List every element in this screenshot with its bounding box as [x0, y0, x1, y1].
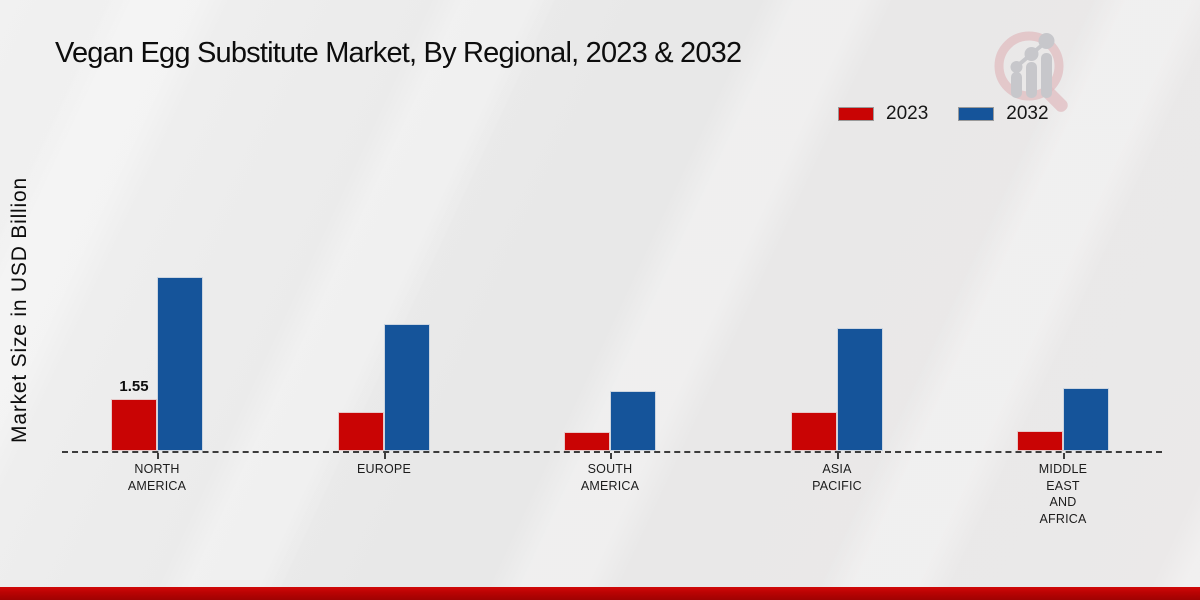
- bar-2023-south-america: [564, 432, 610, 451]
- bar-value-label: 1.55: [119, 378, 149, 395]
- category-label-europe: EUROPE: [357, 462, 411, 476]
- x-axis-tick: [157, 453, 159, 459]
- category-label-middle-east-and-africa: MIDDLE EAST AND AFRICA: [1038, 462, 1088, 526]
- x-axis-baseline: [62, 451, 1162, 453]
- footer-bar: [0, 587, 1200, 600]
- category-label-south-america: SOUTH AMERICA: [580, 462, 640, 493]
- legend-item-2032: 2032: [958, 103, 1049, 125]
- bar-2023-middle-east-and-africa: [1017, 431, 1063, 451]
- bar-2023-europe: [338, 412, 384, 451]
- x-axis-tick: [610, 453, 612, 459]
- x-axis-tick: [837, 453, 839, 459]
- category-label-asia-pacific: ASIA PACIFIC: [812, 462, 862, 493]
- x-axis-tick: [1063, 453, 1065, 459]
- bar-2032-north-america: [157, 277, 203, 451]
- bar-2032-europe: [384, 324, 430, 451]
- bar-2032-asia-pacific: [837, 328, 883, 451]
- legend-swatch-2032-icon: [958, 107, 995, 121]
- category-label-north-america: NORTH AMERICA: [127, 462, 187, 493]
- bar-2023-north-america: [111, 399, 157, 451]
- bar-2032-middle-east-and-africa: [1063, 388, 1109, 451]
- legend-label-2023: 2023: [886, 103, 929, 124]
- legend-swatch-2023-icon: [838, 107, 874, 121]
- bar-2032-south-america: [610, 391, 656, 451]
- logo-watermark-icon: [994, 31, 1068, 112]
- legend: 2023 2032: [838, 103, 1049, 125]
- legend-label-2032: 2032: [1006, 103, 1049, 124]
- bar-2023-asia-pacific: [791, 412, 837, 451]
- legend-item-2023: 2023: [838, 103, 928, 125]
- x-axis-tick: [384, 453, 386, 459]
- chart-title: Vegan Egg Substitute Market, By Regional…: [55, 37, 742, 69]
